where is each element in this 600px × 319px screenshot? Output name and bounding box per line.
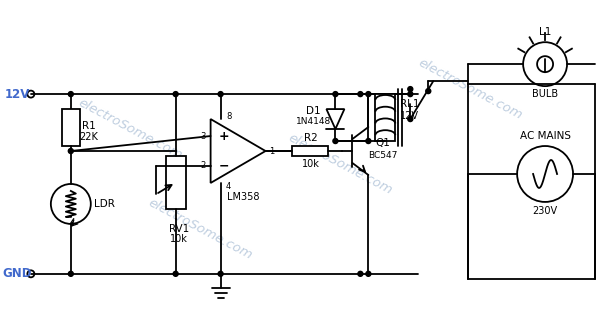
Circle shape	[408, 116, 413, 122]
Text: AC MAINS: AC MAINS	[520, 131, 571, 141]
Text: electroSome.com: electroSome.com	[416, 56, 524, 122]
Circle shape	[68, 92, 73, 97]
Text: 12V: 12V	[400, 111, 419, 121]
Circle shape	[408, 92, 413, 97]
Circle shape	[218, 92, 223, 97]
Circle shape	[173, 92, 178, 97]
Text: Q1: Q1	[375, 138, 390, 148]
Text: L1: L1	[539, 27, 551, 37]
Text: 1: 1	[269, 146, 274, 156]
Text: GND: GND	[2, 267, 32, 280]
Bar	[376, 94, 395, 141]
Text: BULB: BULB	[532, 89, 558, 99]
Circle shape	[68, 149, 73, 153]
Circle shape	[218, 271, 223, 276]
Text: LDR: LDR	[94, 199, 115, 209]
Text: 2: 2	[200, 161, 205, 170]
Bar	[166, 156, 185, 209]
Text: electroSome.com: electroSome.com	[286, 131, 395, 197]
Circle shape	[366, 92, 371, 97]
Text: 10k: 10k	[170, 234, 188, 244]
Text: LM358: LM358	[227, 192, 259, 202]
Circle shape	[358, 271, 363, 276]
Circle shape	[366, 138, 371, 144]
Text: 12V: 12V	[4, 88, 29, 100]
Text: RL1: RL1	[400, 99, 419, 109]
Text: D1: D1	[306, 106, 321, 116]
Circle shape	[366, 271, 371, 276]
Circle shape	[408, 87, 413, 92]
Text: R1: R1	[82, 121, 95, 131]
Text: 4: 4	[226, 182, 231, 191]
Text: BC547: BC547	[368, 151, 397, 160]
Circle shape	[358, 92, 363, 97]
Text: electroSome.com: electroSome.com	[76, 96, 185, 162]
Text: +: +	[218, 130, 229, 143]
Text: R2: R2	[304, 133, 317, 143]
Text: 1N4148: 1N4148	[296, 116, 331, 126]
Text: RV1: RV1	[169, 224, 189, 234]
Circle shape	[426, 89, 431, 93]
Circle shape	[173, 271, 178, 276]
Text: −: −	[218, 160, 229, 173]
Bar	[62, 109, 80, 146]
Text: 230V: 230V	[533, 206, 557, 216]
Text: 8: 8	[226, 112, 231, 121]
Polygon shape	[326, 109, 344, 129]
Circle shape	[68, 271, 73, 276]
Circle shape	[333, 138, 338, 144]
Text: electroSome.com: electroSome.com	[146, 196, 255, 262]
Text: 22K: 22K	[79, 132, 98, 142]
Text: 10k: 10k	[302, 159, 319, 169]
Text: 3: 3	[200, 131, 205, 141]
Circle shape	[333, 92, 338, 97]
Bar	[292, 146, 328, 156]
